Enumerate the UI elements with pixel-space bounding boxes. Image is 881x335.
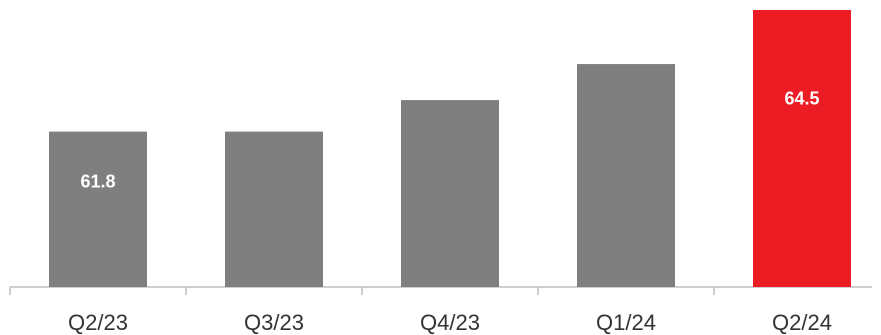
x-tick-label: Q1/24 [596, 310, 656, 335]
x-tick-label: Q2/24 [772, 310, 832, 335]
bar-q4-23 [401, 100, 499, 287]
x-tick-label: Q2/23 [68, 310, 128, 335]
bar-data-labels: 61.8 64.5 [80, 89, 819, 192]
bar-q1-24 [577, 64, 675, 287]
bar-data-label: 64.5 [784, 89, 819, 109]
bar-q2-24 [753, 10, 851, 287]
x-tick-labels: Q2/23 Q3/23 Q4/23 Q1/24 Q2/24 [68, 310, 832, 335]
x-tick-label: Q3/23 [244, 310, 304, 335]
x-tick-label: Q4/23 [420, 310, 480, 335]
bar-q3-23 [225, 131, 323, 287]
bars [49, 10, 851, 287]
bar-q2-23 [49, 131, 147, 287]
bar-data-label: 61.8 [80, 171, 115, 191]
x-axis-ticks [9, 287, 715, 295]
